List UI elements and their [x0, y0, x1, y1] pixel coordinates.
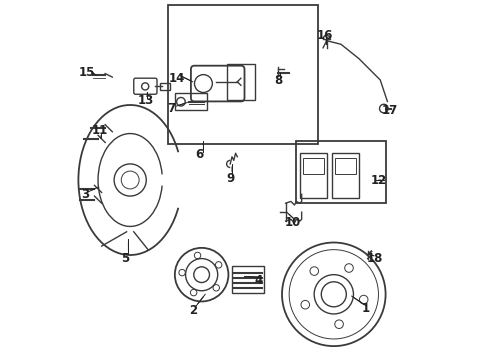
Text: 12: 12 [369, 174, 386, 186]
Text: 10: 10 [284, 216, 300, 229]
Text: 7: 7 [167, 102, 175, 115]
Text: 2: 2 [188, 304, 196, 317]
Text: 16: 16 [316, 29, 332, 42]
Text: 5: 5 [121, 252, 129, 265]
Bar [231, 266, 264, 293]
Text: 6: 6 [195, 148, 203, 162]
Text: 18: 18 [366, 252, 382, 265]
Bar [296, 141, 385, 203]
Text: 14: 14 [168, 72, 184, 85]
Text: 4: 4 [254, 274, 263, 287]
Text: 3: 3 [81, 188, 89, 201]
Text: 8: 8 [274, 74, 282, 87]
Bar [167, 5, 317, 144]
Text: 13: 13 [138, 94, 154, 107]
Text: 9: 9 [225, 172, 234, 185]
Text: 15: 15 [79, 66, 95, 79]
Bar [175, 93, 206, 111]
Text: 1: 1 [361, 302, 369, 315]
Text: 17: 17 [381, 104, 397, 117]
Text: 11: 11 [92, 124, 108, 137]
